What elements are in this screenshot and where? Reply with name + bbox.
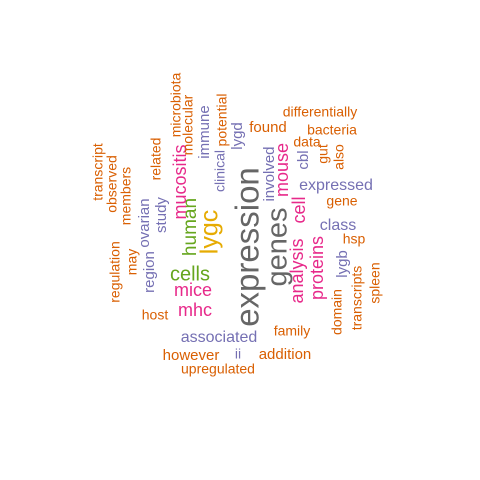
word-found: found — [249, 119, 287, 136]
word-upregulated: upregulated — [181, 361, 255, 377]
word-lygb: lygb — [334, 250, 351, 278]
word-mhc: mhc — [178, 300, 212, 320]
word-human: human — [180, 198, 201, 256]
word-mucositis: mucositis — [170, 144, 190, 219]
word-region: region — [141, 251, 158, 293]
word-hsp: hsp — [343, 231, 366, 247]
word-spleen: spleen — [367, 262, 383, 303]
word-immune: immune — [196, 105, 213, 158]
word-expressed: expressed — [299, 177, 373, 194]
word-ii: ii — [235, 346, 241, 362]
word-class: class — [320, 217, 356, 234]
word-expression: expression — [229, 167, 266, 327]
word-lygd: lygd — [229, 122, 246, 150]
word-potential: potential — [214, 94, 230, 147]
word-involved: involved — [261, 146, 278, 201]
word-observed: observed — [104, 155, 120, 213]
word-proteins: proteins — [307, 236, 327, 300]
word-clinical: clinical — [212, 150, 228, 192]
word-members: members — [118, 167, 134, 225]
word-host: host — [142, 307, 169, 323]
word-also: also — [331, 144, 347, 170]
word-differentially: differentially — [283, 104, 357, 120]
word-study: study — [153, 197, 170, 233]
word-gut: gut — [315, 144, 331, 164]
word-ovarian: ovarian — [136, 198, 153, 247]
word-genes: genes — [262, 207, 294, 286]
word-bacteria: bacteria — [307, 122, 357, 138]
word-microbiota: microbiota — [168, 73, 184, 138]
word-mouse: mouse — [272, 143, 292, 197]
word-cells: cells — [170, 263, 210, 285]
word-addition: addition — [259, 346, 312, 363]
word-regulation: regulation — [107, 241, 123, 303]
word-family: family — [274, 323, 311, 339]
word-transcript: transcript — [90, 143, 106, 201]
word-lygc: lygc — [196, 210, 224, 254]
word-gene: gene — [326, 193, 357, 209]
word-data: data — [293, 134, 320, 150]
word-may: may — [124, 249, 140, 275]
word-domain: domain — [329, 289, 345, 335]
word-however: however — [163, 347, 220, 364]
word-cbl: cbl — [295, 150, 312, 169]
word-analysis: analysis — [287, 238, 307, 303]
word-associated: associated — [181, 329, 258, 346]
word-cell: cell — [289, 196, 309, 223]
word-mice: mice — [174, 280, 212, 300]
word-transcripts: transcripts — [349, 266, 365, 331]
word-molecular: molecular — [180, 94, 196, 155]
word-related: related — [148, 138, 164, 181]
